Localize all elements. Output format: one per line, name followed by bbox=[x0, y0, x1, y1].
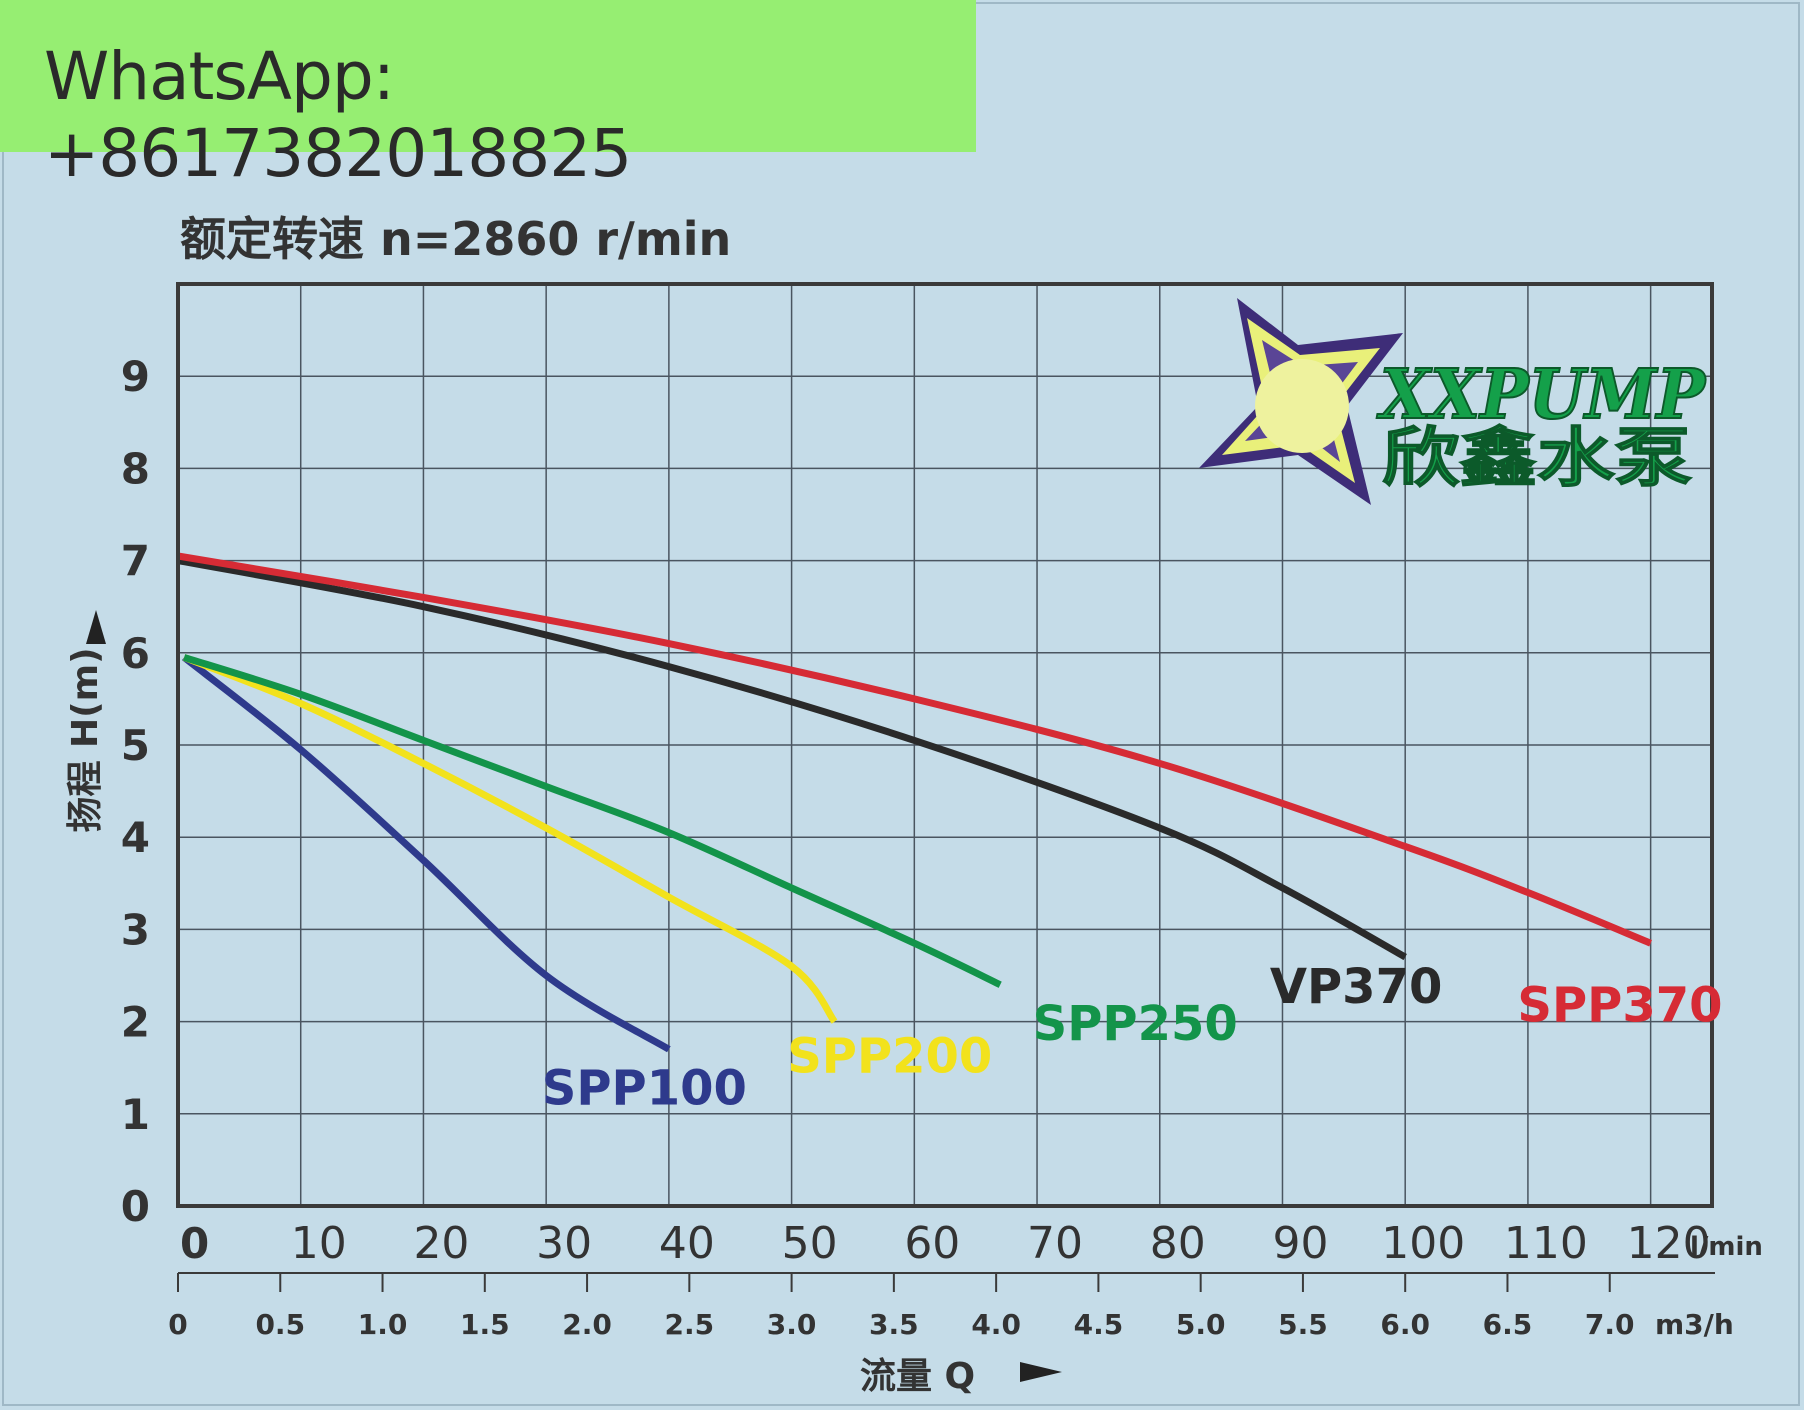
x-tick-label-m3h: 6.5 bbox=[1483, 1308, 1533, 1341]
series-label-spp250: SPP250 bbox=[1033, 996, 1238, 1052]
x-tick-label-lmin: 50 bbox=[782, 1218, 838, 1269]
x-tick-label-lmin: 0 bbox=[180, 1219, 209, 1268]
x-tick-label-m3h: 3.0 bbox=[767, 1308, 817, 1341]
series-line-spp250 bbox=[183, 654, 1002, 988]
x-tick-label-m3h: 4.0 bbox=[971, 1308, 1021, 1341]
logo-text-en: XXPUMP bbox=[1376, 355, 1707, 435]
x-tick-label-m3h: 0 bbox=[168, 1308, 187, 1341]
x-tick-label-m3h: 4.5 bbox=[1074, 1308, 1124, 1341]
y-tick-label: 4 bbox=[121, 813, 150, 862]
series-line-vp370 bbox=[177, 557, 1407, 961]
x-tick-labels-m3h: 0 0.5 1.0 1.5 2.0 2.5 3.0 3.5 4.0 4.5 5.0 5.5 6.0 6.5… bbox=[168, 1308, 1634, 1341]
series-label-spp100: SPP100 bbox=[542, 1061, 747, 1117]
x-tick-label-m3h: 6.0 bbox=[1380, 1308, 1430, 1341]
x-unit-m3h: m3/h bbox=[1655, 1308, 1734, 1341]
series-label-spp200: SPP200 bbox=[787, 1028, 992, 1084]
y-tick-label: 1 bbox=[121, 1090, 150, 1139]
series-line-spp100 bbox=[181, 654, 671, 1053]
whatsapp-text: WhatsApp: +8617382018825 bbox=[44, 38, 632, 192]
x-unit-lmin: l/min bbox=[1690, 1232, 1763, 1262]
y-tick-label: 0 bbox=[121, 1182, 150, 1231]
x-tick-label-m3h: 7.0 bbox=[1585, 1308, 1635, 1341]
series-layer bbox=[177, 552, 1652, 1053]
y-tick-label: 3 bbox=[121, 905, 150, 954]
x-tick-label-lmin: 90 bbox=[1272, 1218, 1328, 1269]
x-tick-label-m3h: 5.0 bbox=[1176, 1308, 1226, 1341]
x-tick-labels-lmin: 0 10 20 30 40 50 60 70 80 90 100 110 120 bbox=[180, 1218, 1711, 1269]
x-axis-label: 流量 Q bbox=[860, 1356, 975, 1397]
y-tick-label: 6 bbox=[121, 629, 150, 678]
x-tick-label-m3h: 1.0 bbox=[358, 1308, 408, 1341]
whatsapp-banner: WhatsApp: +8617382018825 bbox=[0, 0, 976, 192]
y-tick-labels: 0 1 2 3 4 5 6 7 8 9 bbox=[121, 352, 150, 1231]
y-tick-label: 9 bbox=[121, 352, 150, 401]
x-tick-label-m3h: 0.5 bbox=[255, 1308, 305, 1341]
chart-title: 额定转速 n=2860 r/min bbox=[180, 212, 731, 266]
x-tick-label-lmin: 40 bbox=[659, 1218, 715, 1269]
series-label-vp370: VP370 bbox=[1270, 959, 1443, 1015]
x-tick-label-lmin: 100 bbox=[1381, 1218, 1465, 1269]
series-line-spp200 bbox=[182, 654, 838, 1024]
y-axis-label: 扬程 H(m) bbox=[65, 647, 106, 832]
y-tick-label: 5 bbox=[121, 721, 150, 770]
x-tick-label-m3h: 3.5 bbox=[869, 1308, 919, 1341]
x-tick-label-lmin: 120 bbox=[1627, 1218, 1711, 1269]
y-axis-label-group: 扬程 H(m) bbox=[65, 647, 106, 832]
x-tick-label-lmin: 30 bbox=[536, 1218, 592, 1269]
x-tick-label-lmin: 110 bbox=[1504, 1218, 1588, 1269]
x-tick-label-lmin: 20 bbox=[413, 1218, 469, 1269]
y-axis-arrow-icon bbox=[86, 610, 106, 644]
x-tick-label-lmin: 70 bbox=[1027, 1218, 1083, 1269]
x-tick-label-lmin: 60 bbox=[904, 1218, 960, 1269]
series-label-spp370: SPP370 bbox=[1517, 978, 1722, 1034]
y-tick-label: 7 bbox=[121, 537, 150, 586]
x-tick-label-m3h: 1.5 bbox=[460, 1308, 510, 1341]
brand-logo: XXPUMP 欣鑫水泵 bbox=[1199, 298, 1708, 505]
x-tick-label-lmin: 10 bbox=[291, 1218, 347, 1269]
plot-frame bbox=[176, 282, 1714, 1208]
x-tick-label-m3h: 2.0 bbox=[562, 1308, 612, 1341]
sun-icon bbox=[1255, 359, 1349, 453]
series-line-spp370 bbox=[177, 552, 1652, 947]
x-tick-label-m3h: 2.5 bbox=[665, 1308, 715, 1341]
x-axis-arrow-icon bbox=[1020, 1362, 1062, 1382]
y-tick-label: 8 bbox=[121, 444, 150, 493]
logo-text-zh: 欣鑫水泵 bbox=[1382, 421, 1692, 496]
secondary-axis-ticks bbox=[177, 1273, 1611, 1292]
x-tick-label-lmin: 80 bbox=[1150, 1218, 1206, 1269]
x-tick-label-m3h: 5.5 bbox=[1278, 1308, 1328, 1341]
series-labels: SPP100 SPP200 SPP250 VP370 SPP370 bbox=[542, 959, 1723, 1116]
y-tick-label: 2 bbox=[121, 998, 150, 1047]
